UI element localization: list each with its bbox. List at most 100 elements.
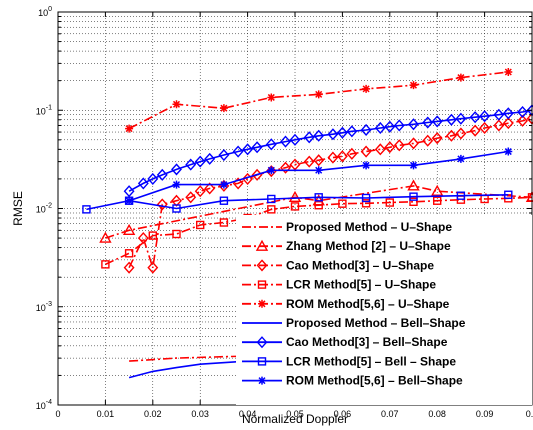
x-tick-label: 0.09 (476, 409, 494, 419)
legend-entry: LCR Method[5] – Bell – Shape (242, 354, 456, 368)
data-point-star (456, 154, 465, 163)
data-point-diamond (204, 182, 216, 195)
data-point-square (257, 357, 267, 366)
data-point-star (409, 81, 418, 90)
data-point-square (314, 193, 323, 202)
series-line (128, 71, 509, 130)
data-point-square (409, 192, 418, 201)
data-point-diamond (185, 191, 197, 204)
data-point-diamond (431, 132, 443, 145)
series-4 (125, 68, 513, 133)
data-point-diamond (313, 129, 325, 142)
data-point-square (290, 202, 300, 211)
data-point-star (172, 180, 181, 189)
data-point-star (258, 299, 266, 308)
data-point-diamond (517, 114, 528, 127)
data-point-square (124, 249, 134, 258)
data-point-square (172, 229, 181, 239)
data-point-diamond (171, 163, 182, 176)
data-point-star (409, 161, 418, 170)
data-point-diamond (313, 154, 325, 167)
data-point-square (338, 199, 347, 208)
data-point-star (125, 196, 134, 205)
data-point-diamond (156, 198, 168, 211)
data-point-diamond (242, 143, 254, 156)
data-point-star (172, 100, 181, 109)
series-line (105, 185, 533, 239)
data-point-square (219, 218, 229, 227)
data-point-diamond (137, 177, 149, 190)
series-8 (125, 147, 513, 205)
data-point-triangle (122, 223, 136, 235)
data-point-diamond (374, 143, 386, 156)
data-point-diamond (123, 185, 135, 198)
data-point-diamond (502, 107, 514, 120)
legend-entry: Cao Method[3] – U–Shape (242, 258, 434, 272)
data-point-square (314, 201, 323, 210)
y-tick-label: 10-4 (36, 399, 52, 411)
data-point-diamond (194, 155, 206, 168)
data-point-diamond (445, 129, 457, 142)
data-point-diamond (469, 111, 481, 124)
series-line (86, 194, 509, 211)
data-point-triangle (431, 184, 444, 196)
data-point-diamond (422, 116, 434, 129)
legend-label: LCR Method[5] – U–Shape (286, 278, 436, 292)
data-point-star (456, 73, 465, 82)
data-point-diamond (280, 161, 291, 174)
data-point-diamond (393, 119, 405, 132)
data-point-square (219, 196, 229, 205)
data-point-square (456, 191, 466, 200)
data-point-diamond (185, 158, 197, 171)
data-point-diamond (232, 145, 244, 158)
legend-entry: Proposed Method – Bell–Shape (242, 316, 466, 330)
data-point-diamond (147, 261, 159, 274)
data-point-diamond (360, 145, 372, 158)
data-point-diamond (156, 168, 168, 181)
legend-label: ROM Method[5,6] – Bell–Shape (286, 374, 463, 388)
data-point-diamond (204, 152, 216, 165)
legend-label: Cao Method[3] – U–Shape (286, 258, 434, 272)
data-point-diamond (346, 125, 358, 138)
data-point-diamond (336, 126, 348, 139)
data-point-square (385, 198, 394, 207)
data-point-triangle (255, 239, 269, 251)
data-point-diamond (431, 115, 443, 128)
data-point-diamond (408, 118, 419, 131)
data-point-diamond (327, 128, 339, 141)
data-point-diamond (493, 108, 505, 121)
data-point-diamond (137, 232, 149, 245)
legend-label: Proposed Method – U–Shape (286, 220, 452, 234)
data-point-square (504, 190, 513, 199)
x-tick-label: 0.05 (286, 409, 304, 419)
data-point-diamond (251, 141, 263, 154)
data-point-square (361, 199, 371, 208)
data-point-diamond (336, 150, 348, 163)
data-point-diamond (455, 127, 467, 140)
data-point-diamond (303, 131, 315, 144)
data-point-diamond (194, 185, 206, 198)
series-layer (82, 68, 533, 379)
data-point-diamond (256, 336, 268, 349)
data-point-star (362, 161, 371, 170)
x-tick-label: 0.02 (144, 409, 162, 419)
data-point-triangle (99, 231, 112, 243)
data-point-square (101, 260, 110, 269)
x-tick-label: 0.01 (97, 409, 115, 419)
y-tick-label: 10-1 (36, 104, 52, 116)
data-point-triangle (288, 190, 302, 203)
data-point-star (504, 147, 513, 156)
y-axis-label: RMSE (11, 191, 25, 226)
legend-label: Cao Method[3] – Bell–Shape (286, 335, 448, 349)
data-point-star (219, 180, 228, 189)
legend-entry: ROM Method[5,6] – U–Shape (242, 297, 450, 311)
data-point-star (504, 68, 513, 77)
y-tick-label: 10-3 (36, 301, 52, 313)
data-point-diamond (502, 117, 514, 130)
data-point-square (195, 220, 205, 230)
data-point-diamond (256, 259, 268, 272)
legend-entry: ROM Method[5,6] – Bell–Shape (242, 374, 463, 388)
data-point-star (219, 104, 228, 113)
legend-box (236, 215, 532, 405)
x-tick-label: 0.07 (381, 409, 399, 419)
